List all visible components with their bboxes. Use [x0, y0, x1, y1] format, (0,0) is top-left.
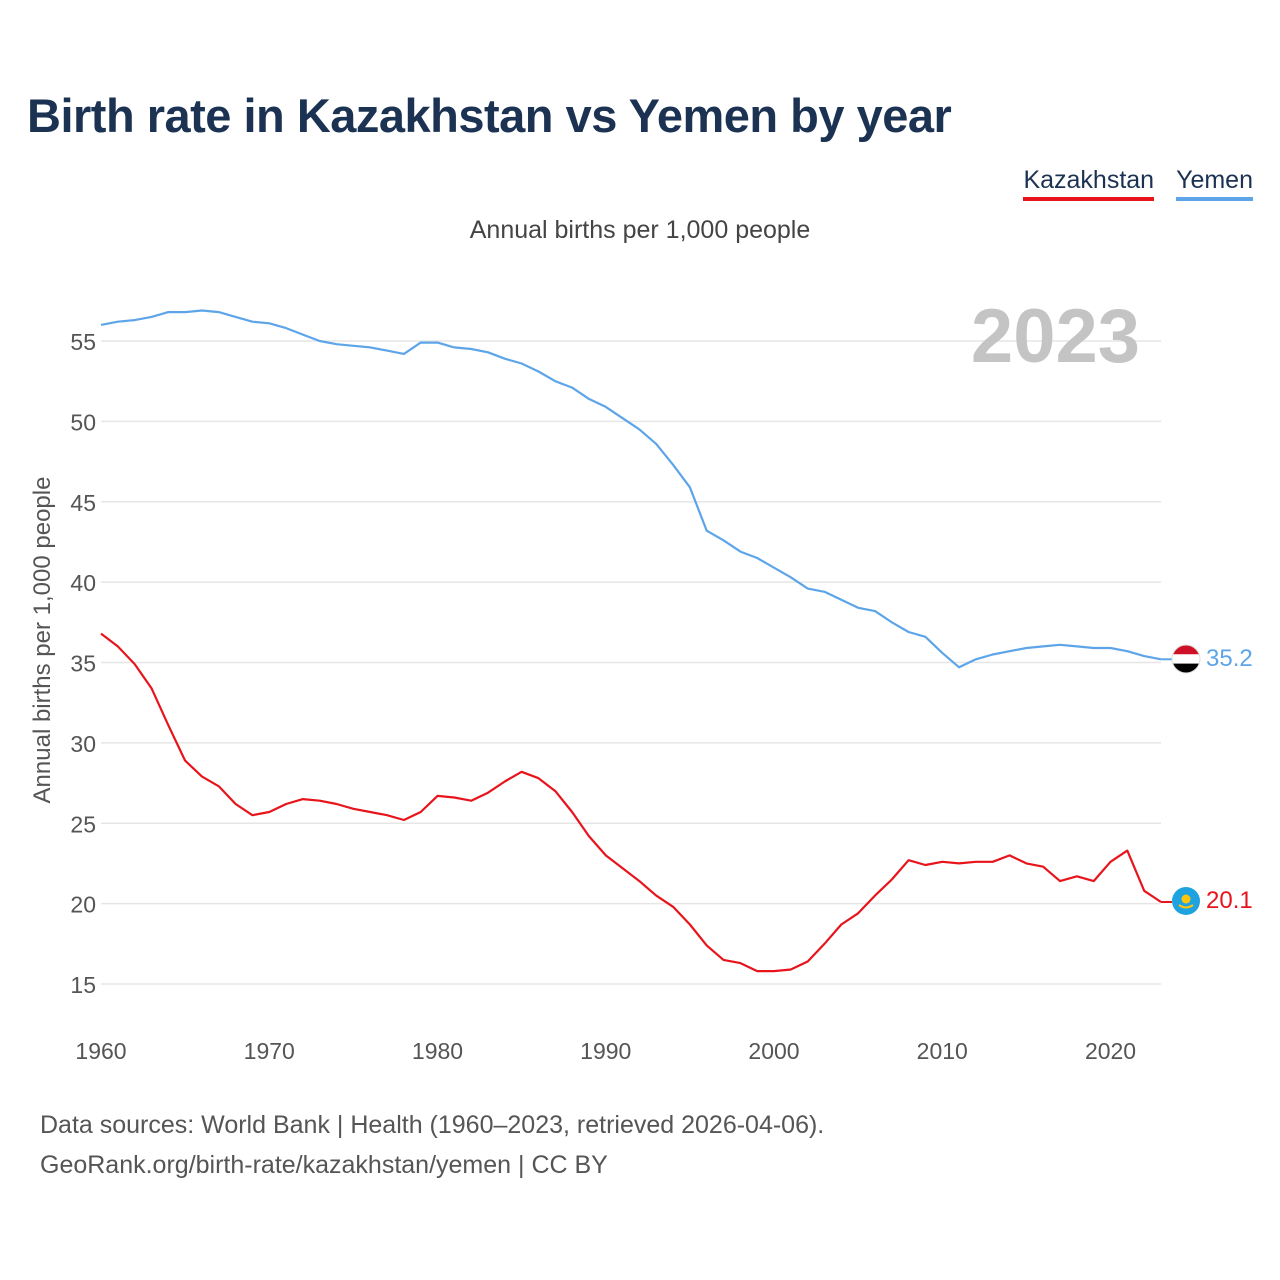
- y-tick-label: 50: [70, 409, 96, 435]
- y-tick-label: 35: [70, 651, 96, 677]
- yemen-flag-icon: [1171, 644, 1201, 674]
- footer-source-line: Data sources: World Bank | Health (1960–…: [40, 1111, 825, 1139]
- legend: Kazakhstan Yemen: [1023, 166, 1253, 201]
- x-tick-label: 2000: [748, 1038, 799, 1064]
- y-tick-label: 55: [70, 329, 96, 355]
- x-tick-label: 1990: [580, 1038, 631, 1064]
- footer-link[interactable]: GeoRank.org/birth-rate/kazakhstan/yemen …: [40, 1151, 608, 1179]
- yemen-end-value: 35.2: [1206, 645, 1253, 672]
- x-tick-labels: 1960 1970 1980 1990 2000 2010 2020: [75, 1038, 1136, 1064]
- kazakhstan-line[interactable]: [100, 632, 1162, 973]
- x-tick-label: 1970: [244, 1038, 295, 1064]
- y-tick-labels: 15 20 25 30 35 40 45 50 55: [70, 329, 96, 998]
- x-tick-label: 2020: [1085, 1038, 1136, 1064]
- kazakhstan-flag-icon: [1172, 887, 1200, 915]
- y-axis-label: Annual births per 1,000 people: [29, 477, 56, 804]
- kazakhstan-end-value: 20.1: [1206, 887, 1253, 914]
- gridlines: [101, 340, 1161, 985]
- y-tick-label: 25: [70, 811, 96, 837]
- legend-item-yemen[interactable]: Yemen: [1176, 166, 1253, 201]
- y-tick-label: 45: [70, 490, 96, 516]
- yemen-line[interactable]: [100, 309, 1162, 669]
- y-tick-label: 15: [70, 972, 96, 998]
- x-tick-label: 1980: [412, 1038, 463, 1064]
- legend-item-kazakhstan[interactable]: Kazakhstan: [1023, 166, 1155, 201]
- chart-title: Birth rate in Kazakhstan vs Yemen by yea…: [27, 89, 952, 142]
- footer-source: Data sources: World Bank | Health (1960–…: [40, 1105, 824, 1185]
- x-tick-label: 1960: [75, 1038, 126, 1064]
- year-watermark: 2023: [971, 294, 1140, 379]
- series-lines: [100, 309, 1172, 973]
- y-tick-label: 20: [70, 892, 96, 918]
- chart-subtitle: Annual births per 1,000 people: [469, 216, 811, 244]
- x-tick-label: 2010: [917, 1038, 968, 1064]
- y-tick-label: 30: [70, 731, 96, 757]
- y-tick-label: 40: [70, 570, 96, 596]
